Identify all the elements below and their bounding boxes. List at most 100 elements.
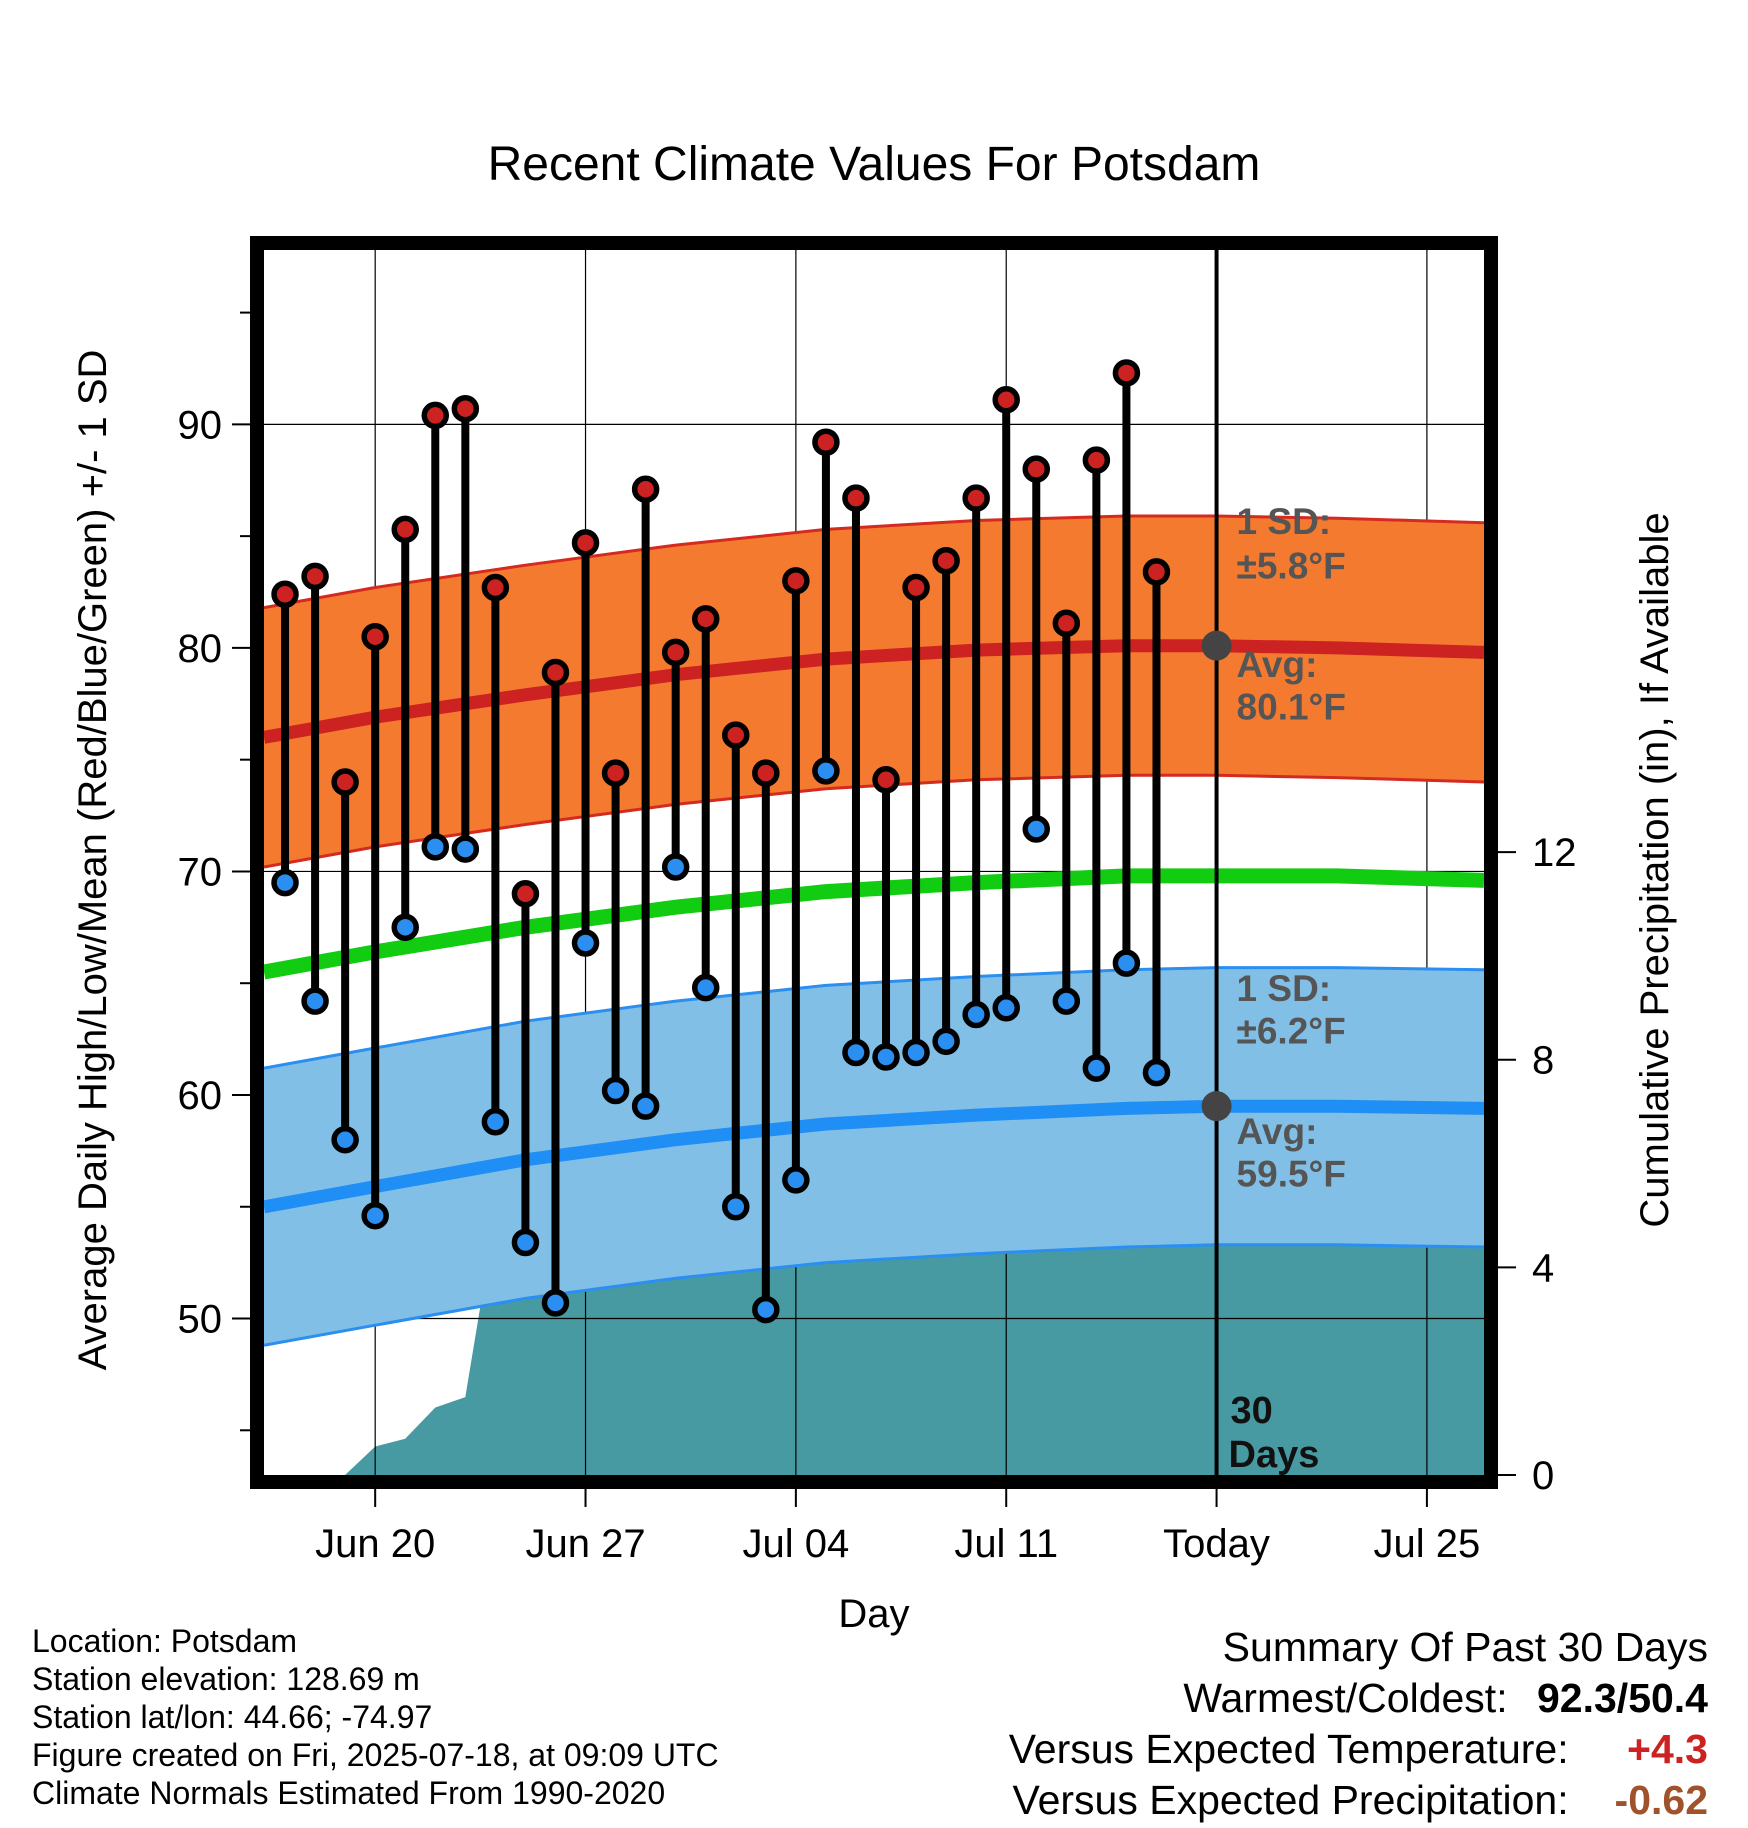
daily-high-point [902,573,930,602]
daily-high-point [301,562,329,591]
daily-high-point [691,605,720,633]
daily-high-point [631,475,660,503]
daily-high-point [782,567,810,595]
daily-high-point [1112,359,1141,387]
daily-low-point [1052,987,1081,1015]
y2-tick-label: 12 [1532,831,1577,875]
daily-low-point [301,987,329,1015]
plot-border [250,236,1498,1489]
normals-text: Climate Normals Estimated From 1990-2020 [32,1775,666,1811]
daily-low-point [1022,815,1051,843]
elevation-text: Station elevation: 128.69 m [32,1661,420,1697]
daily-high-point [1082,446,1111,474]
daily-low-point [932,1027,960,1056]
x-tick-label: Jun 27 [525,1522,645,1566]
daily-low-point [722,1193,750,1221]
daily-high-point [1142,558,1171,586]
warmest-value: 92.3/50.4 [1537,1675,1708,1721]
daily-high-point [872,766,900,794]
daily-high-point [451,394,480,423]
days-count: 30 [1231,1390,1273,1432]
daily-low-point [361,1201,389,1230]
plot-frame [250,236,1498,1489]
x-tick-label: Jul 11 [954,1522,1058,1566]
high-sd-label: 1 SD: [1237,501,1332,542]
daily-low-point [962,1000,990,1029]
days-word: Days [1229,1434,1320,1476]
x-tick-label: Jul 04 [742,1522,849,1566]
daily-high-point [992,386,1020,414]
y2-axis-label: Cumulative Precipitation (in), If Availa… [1633,512,1677,1227]
daily-high-point [962,484,990,512]
high-band [264,516,1484,867]
latlon-text: Station lat/lon: 44.66; -74.97 [32,1699,433,1735]
precip-row: Versus Expected Precipitation: -0.62 [1009,1775,1709,1826]
daily-low-point [812,757,840,785]
high-band-upper-edge [264,514,1484,610]
daily-low-point [752,1295,780,1324]
y-tick-label: 50 [178,1298,223,1342]
daily-low-point [902,1038,930,1067]
plot-area [264,250,1484,1475]
warmest-label: Warmest/Coldest: [1183,1675,1508,1721]
y-tick-label: 90 [178,403,223,447]
daily-low-point [541,1289,570,1317]
temp-label: Versus Expected Temperature: [1008,1726,1569,1772]
location-text: Location: Potsdam [32,1623,298,1659]
avg-mean-line [264,868,1484,980]
precip-value: -0.62 [1614,1777,1708,1823]
summary-title: Summary Of Past 30 Days [1222,1624,1708,1670]
y-tick-label: 70 [178,850,223,894]
daily-high-point [331,768,359,796]
daily-high-point [361,622,389,651]
x-tick-label: Jun 20 [315,1522,435,1566]
low-band [264,967,1484,1346]
low-band-upper-edge [264,966,1484,1070]
daily-high-point [271,580,299,609]
daily-low-point [992,994,1020,1022]
today-low-marker [1201,1091,1232,1122]
low-avg-value: 59.5°F [1237,1154,1346,1195]
y-tick-label: 80 [178,627,223,671]
warmest-row: Warmest/Coldest: 92.3/50.4 [1009,1673,1708,1724]
chart-title: Recent Climate Values For Potsdam [488,138,1261,191]
daily-low-point [872,1043,900,1071]
daily-low-point [271,868,299,897]
daily-low-point [661,853,690,881]
daily-high-point [511,880,540,908]
x-axis-label: Day [838,1592,909,1636]
daily-high-point [601,759,630,787]
daily-low-point [421,833,450,861]
daily-high-point [421,401,450,430]
daily-low-point [451,835,480,863]
low-band-lower-edge [264,1243,1484,1347]
daily-low-point [782,1166,810,1194]
y-axis-label: Average Daily High/Low/Mean (Red/Blue/Gr… [71,350,115,1371]
daily-high-point [842,484,870,512]
daily-low-point [601,1076,630,1105]
created-text: Figure created on Fri, 2025-07-18, at 09… [32,1737,719,1773]
daily-high-point [661,638,690,667]
y2-tick-label: 4 [1532,1246,1554,1290]
daily-high-point [932,546,960,575]
daily-low-point [842,1038,870,1067]
high-band-lower-edge [264,773,1484,869]
daily-high-point [752,759,780,787]
daily-high-point [541,658,570,687]
low-sd-value: ±6.2°F [1237,1011,1346,1052]
axes: 50 60 70 80 90 0 4 8 12 Jun 20 Jun 27 Jul 04 Jul 11 T… [178,311,1577,1566]
daily-high-point [571,529,600,557]
daily-low-point [571,929,600,957]
high-avg-label: Avg: [1237,644,1318,685]
x-tick-label: Jul 25 [1374,1522,1481,1566]
y2-tick-label: 8 [1532,1039,1554,1083]
y2-tick-label: 0 [1532,1454,1554,1498]
daily-low-point [1082,1054,1111,1082]
avg-high-line [264,639,1484,744]
daily-high-point [1052,609,1081,638]
summary-panel: Summary Of Past 30 Days Warmest/Coldest:… [1009,1622,1708,1826]
daily-low-point [1112,949,1141,977]
low-sd-label: 1 SD: [1237,968,1332,1009]
